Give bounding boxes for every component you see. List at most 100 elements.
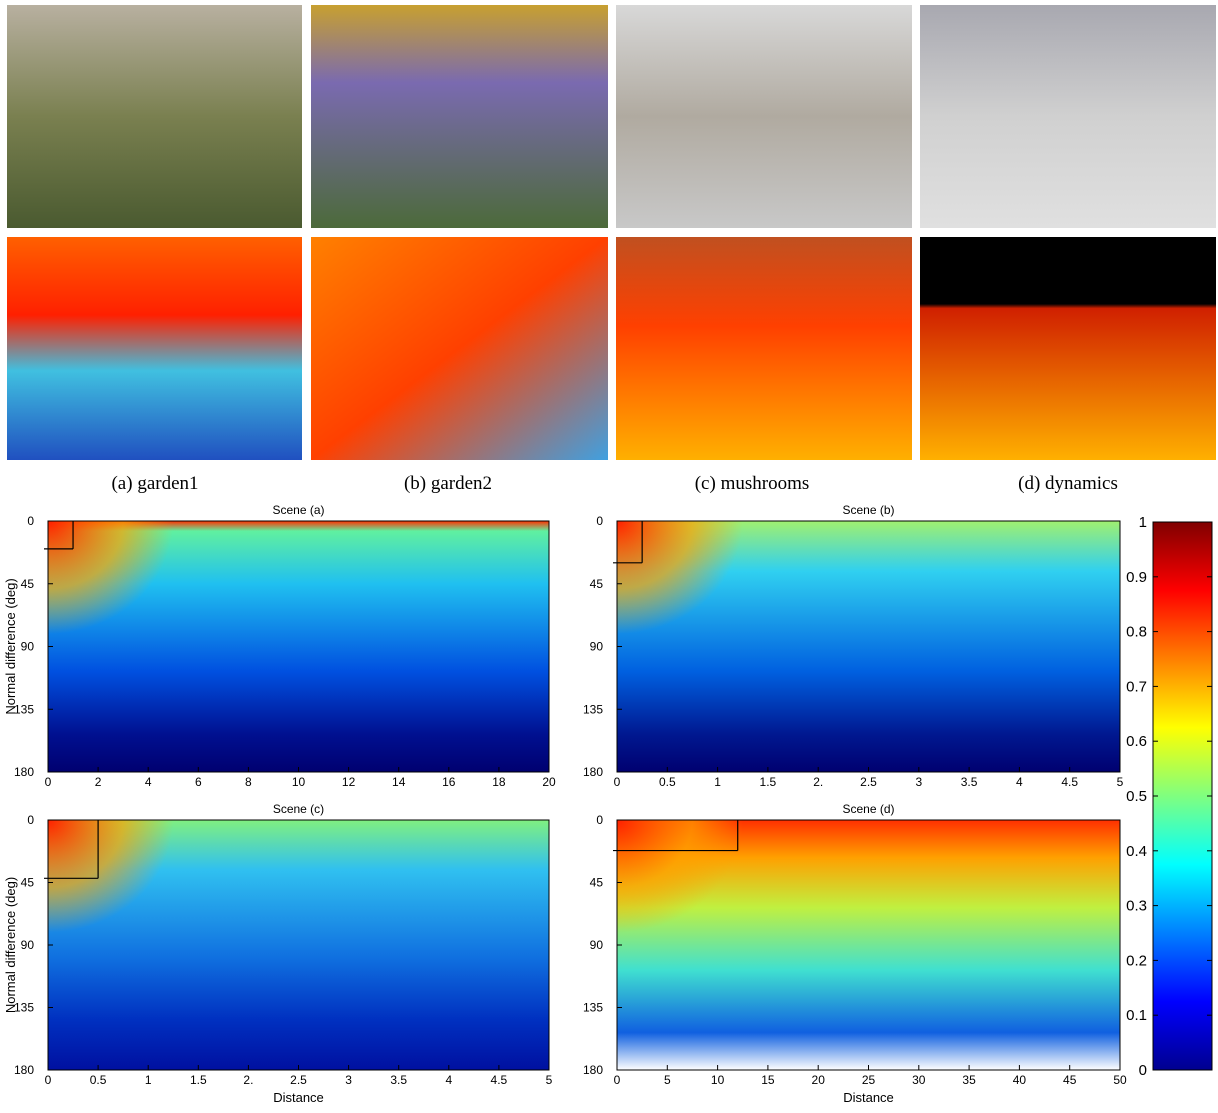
x-tick-label: 10 — [711, 1073, 725, 1087]
x-tick-label: 2.5 — [860, 775, 877, 789]
photo — [7, 5, 302, 228]
y-tick-label: 180 — [583, 1063, 603, 1077]
x-tick-label: 4 — [145, 775, 152, 789]
x-tick-label: 0.5 — [659, 775, 676, 789]
x-tick-label: 15 — [761, 1073, 775, 1087]
plot-title: Scene (d) — [842, 802, 894, 816]
x-tick-label: 2. — [813, 775, 823, 789]
x-tick-label: 2. — [243, 1073, 253, 1087]
x-tick-label: 3.5 — [961, 775, 978, 789]
colorbar-tick-label: 0.9 — [1126, 569, 1147, 586]
y-tick-label: 45 — [21, 876, 35, 890]
x-tick-label: 0 — [45, 775, 52, 789]
x-tick-label: 2.5 — [290, 1073, 307, 1087]
colorbar — [1153, 522, 1212, 1070]
y-tick-label: 135 — [583, 1001, 603, 1015]
x-tick-label: 12 — [342, 775, 356, 789]
x-tick-label: 1 — [145, 1073, 152, 1087]
x-tick-label: 1.5 — [190, 1073, 207, 1087]
x-tick-label: 45 — [1063, 1073, 1077, 1087]
y-tick-label: 0 — [27, 514, 34, 528]
x-tick-label: 18 — [492, 775, 506, 789]
caption: (c) mushrooms — [695, 473, 810, 494]
x-tick-label: 8 — [245, 775, 252, 789]
plot-title: Scene (c) — [273, 802, 324, 816]
x-tick-label: 40 — [1013, 1073, 1027, 1087]
x-tick-label: 1 — [714, 775, 721, 789]
x-tick-label: 4.5 — [491, 1073, 508, 1087]
x-tick-label: 25 — [862, 1073, 876, 1087]
colorbar-tick-label: 0.5 — [1126, 788, 1147, 805]
x-tick-label: 3.5 — [390, 1073, 407, 1087]
photo — [616, 5, 912, 228]
colorbar-tick-label: 0.8 — [1126, 624, 1147, 641]
x-tick-label: 3 — [915, 775, 922, 789]
heat-image — [311, 237, 608, 460]
x-tick-label: 4.5 — [1061, 775, 1078, 789]
plot-title: Scene (a) — [272, 503, 324, 517]
heatmap-hotspot — [617, 820, 743, 933]
heat-image — [616, 237, 912, 460]
x-tick-label: 0.5 — [90, 1073, 107, 1087]
photo — [311, 5, 608, 228]
x-tick-label: 14 — [392, 775, 406, 789]
colorbar-tick-label: 0.1 — [1126, 1007, 1147, 1024]
y-tick-label: 90 — [590, 938, 604, 952]
y-tick-label: 0 — [596, 514, 603, 528]
x-tick-label: 2 — [95, 775, 102, 789]
colorbar-tick-label: 0.3 — [1126, 898, 1147, 915]
x-tick-label: 30 — [912, 1073, 926, 1087]
caption: (b) garden2 — [404, 473, 492, 494]
x-tick-label: 20 — [542, 775, 556, 789]
colorbar-tick-label: 0.6 — [1126, 733, 1147, 750]
x-tick-label: 5 — [546, 1073, 553, 1087]
y-tick-label: 180 — [14, 1063, 34, 1077]
y-tick-label: 45 — [21, 577, 35, 591]
x-tick-label: 16 — [442, 775, 456, 789]
y-tick-label: 0 — [596, 813, 603, 827]
colorbar-tick-label: 1 — [1139, 514, 1147, 531]
x-tick-label: 1.5 — [760, 775, 777, 789]
x-tick-label: 4 — [445, 1073, 452, 1087]
x-tick-label: 0 — [45, 1073, 52, 1087]
photo — [920, 5, 1216, 228]
y-tick-label: 180 — [14, 765, 34, 779]
plot-title: Scene (b) — [842, 503, 894, 517]
x-axis-label: Distance — [843, 1090, 894, 1105]
y-tick-label: 90 — [21, 640, 35, 654]
heat-image — [7, 237, 302, 460]
heatmap-hotspot — [48, 521, 173, 634]
x-tick-label: 0 — [614, 1073, 621, 1087]
heatmap-hotspot — [617, 521, 743, 634]
x-tick-label: 4 — [1016, 775, 1023, 789]
x-tick-label: 5 — [1117, 775, 1124, 789]
x-tick-label: 3 — [345, 1073, 352, 1087]
figure: (a) garden1 (b) garden2 (c) mushrooms (d… — [0, 0, 1218, 1108]
y-tick-label: 0 — [27, 813, 34, 827]
y-tick-label: 90 — [590, 640, 604, 654]
y-tick-label: 45 — [590, 577, 604, 591]
y-axis-label: Normal difference (deg) — [3, 578, 18, 714]
colorbar-tick-label: 0 — [1139, 1062, 1147, 1079]
page: {"figures": {"captions": ["(a) garden1",… — [0, 0, 1218, 1108]
heatmap-hotspot — [48, 820, 173, 933]
x-tick-label: 20 — [812, 1073, 826, 1087]
y-tick-label: 135 — [583, 702, 603, 716]
y-tick-label: 45 — [590, 876, 604, 890]
y-axis-label: Normal difference (deg) — [3, 877, 18, 1013]
x-tick-label: 50 — [1113, 1073, 1127, 1087]
x-tick-label: 0 — [614, 775, 621, 789]
x-tick-label: 6 — [195, 775, 202, 789]
x-tick-label: 10 — [292, 775, 306, 789]
x-tick-label: 35 — [962, 1073, 976, 1087]
caption: (d) dynamics — [1018, 473, 1118, 494]
y-tick-label: 180 — [583, 765, 603, 779]
x-axis-label: Distance — [273, 1090, 324, 1105]
colorbar-tick-label: 0.4 — [1126, 843, 1147, 860]
caption: (a) garden1 — [111, 473, 198, 494]
colorbar-tick-label: 0.7 — [1126, 678, 1147, 695]
heat-image — [920, 237, 1216, 460]
y-tick-label: 90 — [21, 938, 35, 952]
x-tick-label: 5 — [664, 1073, 671, 1087]
colorbar-tick-label: 0.2 — [1126, 952, 1147, 969]
